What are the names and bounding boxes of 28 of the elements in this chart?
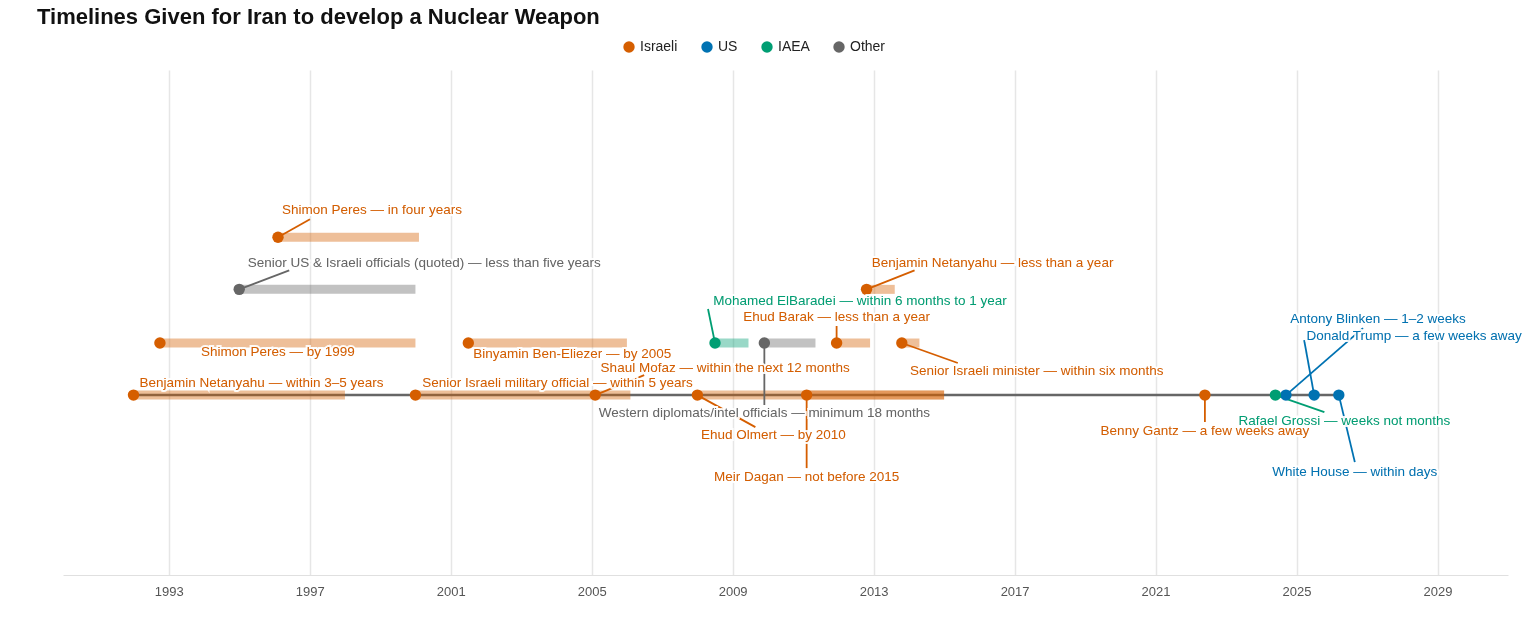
x-tick-label: 2001 bbox=[436, 583, 466, 599]
x-tick-label: 1993 bbox=[154, 583, 184, 599]
legend-label: Other bbox=[850, 38, 886, 54]
x-tick-label: 2013 bbox=[859, 583, 889, 599]
x-tick-label: 2025 bbox=[1282, 583, 1312, 599]
legend-label: US bbox=[718, 38, 738, 54]
legend-label: IAEA bbox=[778, 38, 811, 54]
chart-title: Timelines Given for Iran to develop a Nuclear Weapon bbox=[37, 4, 600, 29]
annotation: White House — within days bbox=[1272, 464, 1438, 480]
annotation: Antony Blinken — 1–2 weeks bbox=[1290, 311, 1467, 327]
annotation: Shimon Peres — by 1999 bbox=[201, 344, 355, 360]
annotation: Senior Israeli minister — within six months bbox=[910, 363, 1164, 379]
x-tick-label: 2009 bbox=[718, 583, 748, 599]
x-tick-label: 1997 bbox=[295, 583, 325, 599]
annotation: Meir Dagan — not before 2015 bbox=[713, 469, 900, 485]
legend-label: Israeli bbox=[640, 38, 678, 54]
x-tick-label: 2021 bbox=[1141, 583, 1171, 599]
annotation: Donald Trump — a few weeks away bbox=[1306, 328, 1523, 344]
annotation: Mohamed ElBaradei — within 6 months to 1 year bbox=[713, 293, 1008, 309]
annotation: Senior US & Israeli officials (quoted) — less than five years bbox=[247, 255, 602, 271]
x-tick-label: 2017 bbox=[1000, 583, 1030, 599]
x-tick-label: 2005 bbox=[577, 583, 607, 599]
annotation: Benjamin Netanyahu — less than a year bbox=[871, 255, 1114, 271]
annotation: Binyamin Ben-Eliezer — by 2005 bbox=[473, 346, 672, 362]
annotation: Shimon Peres — in four years bbox=[281, 202, 463, 218]
x-tick-label: 2029 bbox=[1423, 583, 1453, 599]
annotation: Benjamin Netanyahu — within 3–5 years bbox=[139, 375, 384, 391]
annotation: Ehud Barak — less than a year bbox=[743, 309, 931, 325]
